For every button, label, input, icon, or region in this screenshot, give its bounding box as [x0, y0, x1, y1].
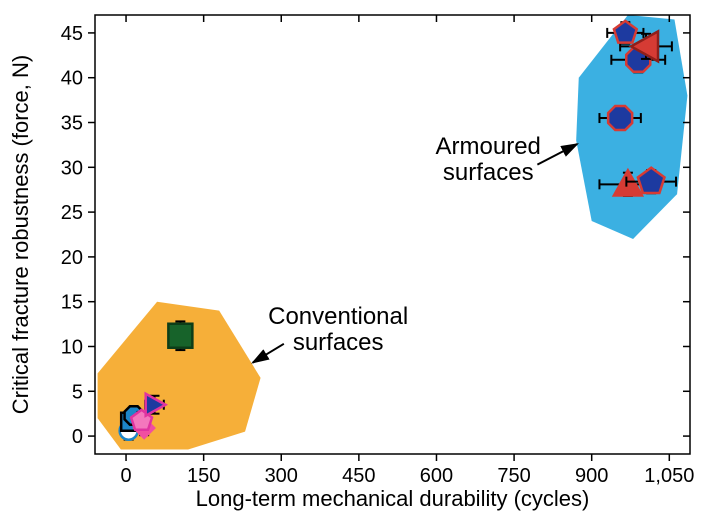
conventional-label-text: Conventional: [268, 303, 408, 330]
xtick-label: 150: [187, 465, 220, 487]
xtick-label: 900: [575, 465, 608, 487]
ytick-label: 25: [61, 202, 83, 224]
conventional-label-text2: surfaces: [293, 329, 384, 356]
ytick-label: 40: [61, 68, 83, 90]
armoured-label-text: Armoured: [436, 133, 541, 160]
armoured-label-text2: surfaces: [443, 159, 534, 186]
ytick-label: 35: [61, 113, 83, 135]
armoured-label-arrow: [537, 144, 577, 165]
x-axis-title: Long-term mechanical durability (cycles): [196, 486, 590, 511]
conventional-label-arrow: [253, 344, 284, 363]
xtick-label: 0: [120, 465, 131, 487]
ytick-label: 30: [61, 157, 83, 179]
ytick-label: 0: [72, 426, 83, 448]
xtick-label: 750: [497, 465, 530, 487]
data-point: [168, 321, 192, 350]
xtick-label: 1,050: [644, 465, 694, 487]
ytick-label: 5: [72, 381, 83, 403]
ytick-label: 10: [61, 336, 83, 358]
annotations: ConventionalsurfacesArmouredsurfaces: [253, 133, 577, 363]
region-blobs: [98, 15, 688, 450]
xtick-label: 600: [420, 465, 453, 487]
ytick-label: 15: [61, 292, 83, 314]
chart-container: 0 150 300 450 600 750 900 1,050 0 5 10 15 20 25 30 35 40…: [0, 0, 705, 524]
y-axis-title: Critical fracture robustness (force, N): [8, 55, 33, 414]
xtick-label: 300: [265, 465, 298, 487]
xtick-label: 450: [342, 465, 375, 487]
scatter-chart: 0 150 300 450 600 750 900 1,050 0 5 10 15 20 25 30 35 40…: [0, 0, 705, 524]
ytick-label: 20: [61, 247, 83, 269]
ytick-label: 45: [61, 23, 83, 45]
